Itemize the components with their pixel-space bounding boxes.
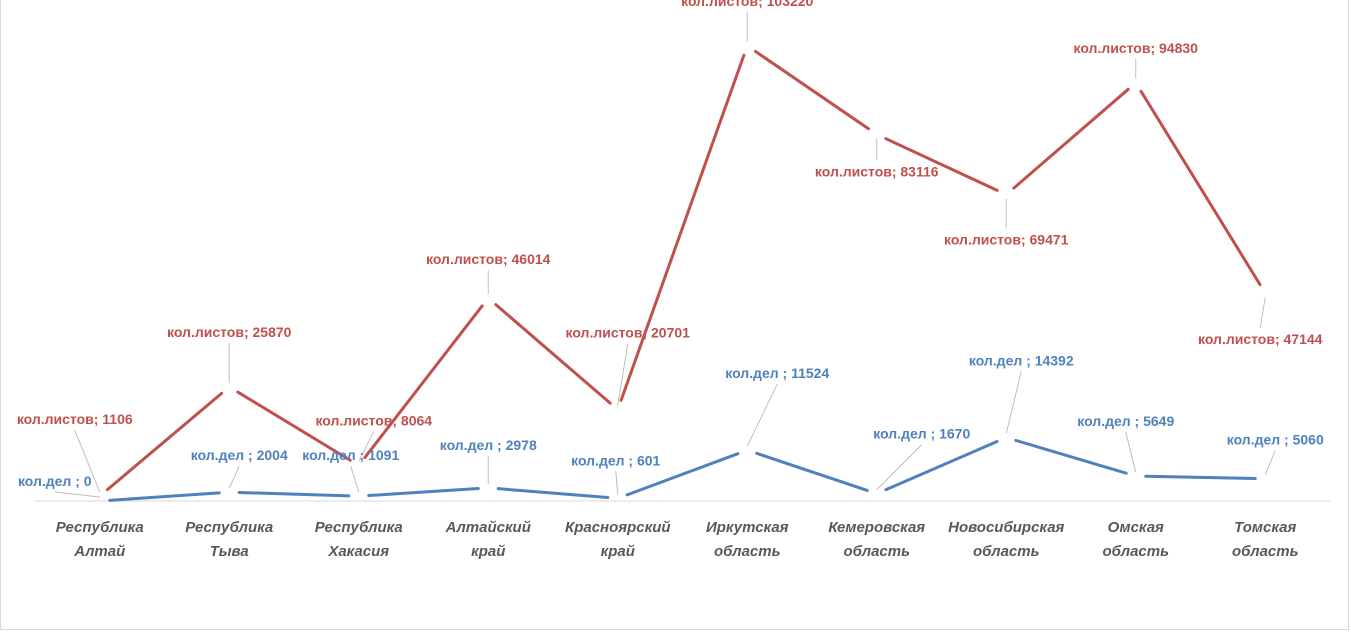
category-axis: Республика Алтай Республика Тыва Республика Х… [56, 519, 1299, 560]
category-label: Алтайский край [445, 519, 531, 560]
series-segment [1144, 474, 1257, 480]
data-label: кол.листов; 83116 [815, 163, 939, 179]
category-label: Республика Хакасия [315, 519, 403, 560]
leader-line [350, 466, 360, 493]
leader-line [1125, 431, 1137, 473]
data-label: кол.листов; 103220 [681, 0, 813, 9]
data-label: кол.листов; 20701 [566, 325, 691, 341]
series-segment [884, 440, 999, 492]
data-label: кол.дел ; 5649 [1077, 413, 1174, 429]
series-segment [105, 391, 224, 492]
leader-line [54, 491, 100, 498]
category-label: Омская область [1102, 519, 1169, 560]
series-segment [1012, 87, 1130, 190]
data-label: кол.дел ; 14392 [969, 353, 1074, 369]
category-label: Красноярский край [565, 519, 671, 560]
leader-line [1264, 450, 1276, 475]
series-segment [494, 303, 612, 405]
category-label: Кемеровская область [828, 519, 925, 560]
series-segment [367, 487, 480, 498]
series-segment [496, 487, 610, 500]
data-label: кол.дел ; 601 [571, 452, 660, 468]
data-label: кол.дел ; 2978 [440, 437, 537, 453]
series-segment [1014, 438, 1128, 475]
series-segment [363, 304, 484, 460]
series-segment [884, 137, 999, 192]
data-label: кол.дел ; 11524 [725, 365, 829, 381]
series-segment [108, 491, 221, 502]
data-label: кол.дел ; 1091 [302, 447, 399, 463]
category-label: Новосибирская область [948, 519, 1064, 560]
data-label: кол.дел ; 0 [18, 473, 92, 489]
data-label: кол.листов; 46014 [426, 251, 551, 267]
series-segment [237, 490, 351, 498]
data-label: кол.листов; 94830 [1074, 40, 1199, 56]
leader-line [617, 343, 629, 406]
leader-line [1005, 371, 1022, 434]
leader-line [876, 444, 923, 490]
data-label: кол.дел ; 2004 [191, 447, 288, 463]
data-label: кол.дел ; 1670 [873, 426, 970, 442]
category-label: Республика Тыва [185, 519, 273, 560]
data-label: кол.листов; 8064 [315, 412, 432, 428]
series-segment [625, 452, 740, 497]
data-label: кол.листов; 47144 [1198, 331, 1323, 347]
category-label: Республика Алтай [56, 519, 144, 560]
leader-line [746, 383, 778, 447]
data-label: кол.листов; 1106 [17, 411, 133, 427]
data-label: кол.листов; 25870 [167, 324, 292, 340]
leader-line [615, 471, 619, 495]
leader-line [1259, 297, 1266, 329]
data-labels: кол.листов; 1106 кол.листов; 25870 кол.лис… [17, 0, 1324, 489]
data-label: кол.листов; 69471 [944, 232, 1069, 248]
series-segment [619, 53, 746, 402]
series-segment [755, 451, 869, 492]
leader-line [74, 429, 101, 493]
category-label: Томская область [1232, 519, 1299, 560]
series-segment [236, 390, 352, 462]
series-segment [754, 49, 870, 131]
leader-line [228, 465, 240, 489]
series-segment [1139, 89, 1262, 287]
series-group [54, 11, 1276, 502]
category-label: Иркутская область [706, 519, 789, 560]
leader-line [358, 431, 375, 462]
data-label: кол.дел ; 5060 [1227, 432, 1324, 448]
